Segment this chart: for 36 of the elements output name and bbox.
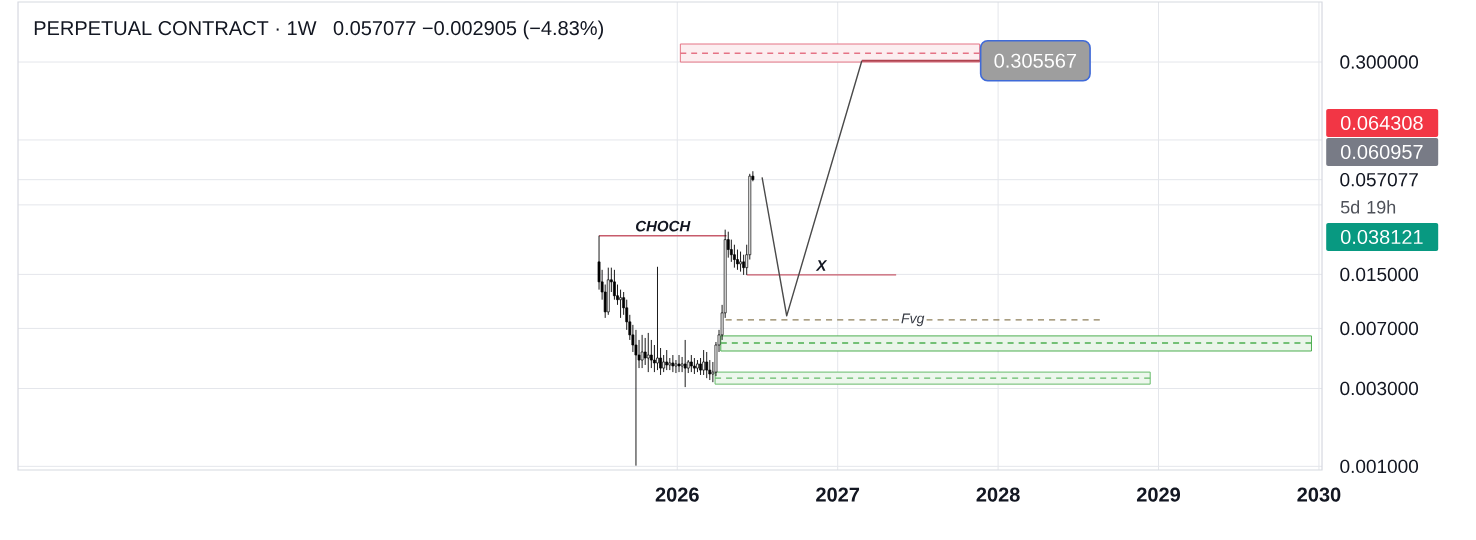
x-tick-label: 2029 — [1136, 487, 1181, 502]
text: PERPETUAL CONTRACT · 1W — [34, 21, 317, 36]
x-tick-label: 2028 — [976, 487, 1020, 502]
y-tick-label: 0.001000 — [1340, 459, 1419, 474]
y-tick-label: 0.015000 — [1340, 267, 1419, 282]
text: 5d 19h — [1340, 200, 1396, 214]
y-tick-label: 0.003000 — [1340, 381, 1419, 396]
candlestick — [653, 344, 656, 373]
x-tick-label: 2026 — [655, 487, 699, 502]
series-label: CHOCH — [636, 220, 691, 232]
x-tick-label: 2027 — [816, 487, 860, 502]
x-tick-label: 2030 — [1297, 487, 1341, 502]
text: 0.060957 — [1340, 144, 1423, 160]
candlestick — [739, 251, 742, 273]
candlestick — [634, 329, 638, 467]
candlestick — [705, 351, 709, 379]
candlestick — [680, 356, 684, 373]
text: 0.064308 — [1340, 115, 1423, 131]
candlestick — [619, 289, 622, 319]
candlestick — [736, 249, 739, 271]
y-tick-label: 0.300000 — [1340, 55, 1419, 69]
candlestick — [674, 359, 678, 374]
candlestick — [646, 332, 650, 373]
candlestick — [656, 266, 659, 371]
candlestick — [742, 254, 746, 276]
series-label: X — [815, 260, 828, 271]
y-tick-label: 0.057077 — [1340, 172, 1418, 187]
candlestick — [613, 269, 616, 301]
series-label: Fvg — [901, 313, 925, 327]
text: 0.038121 — [1340, 229, 1423, 245]
y-tick-label: 0.007000 — [1340, 321, 1419, 336]
candlestick — [733, 244, 736, 269]
text: 0.057077 −0.002905 (−4.83%) — [333, 20, 604, 40]
candlestick — [640, 334, 644, 369]
candlestick — [677, 354, 681, 373]
annotation: 0.305567 — [994, 53, 1077, 68]
